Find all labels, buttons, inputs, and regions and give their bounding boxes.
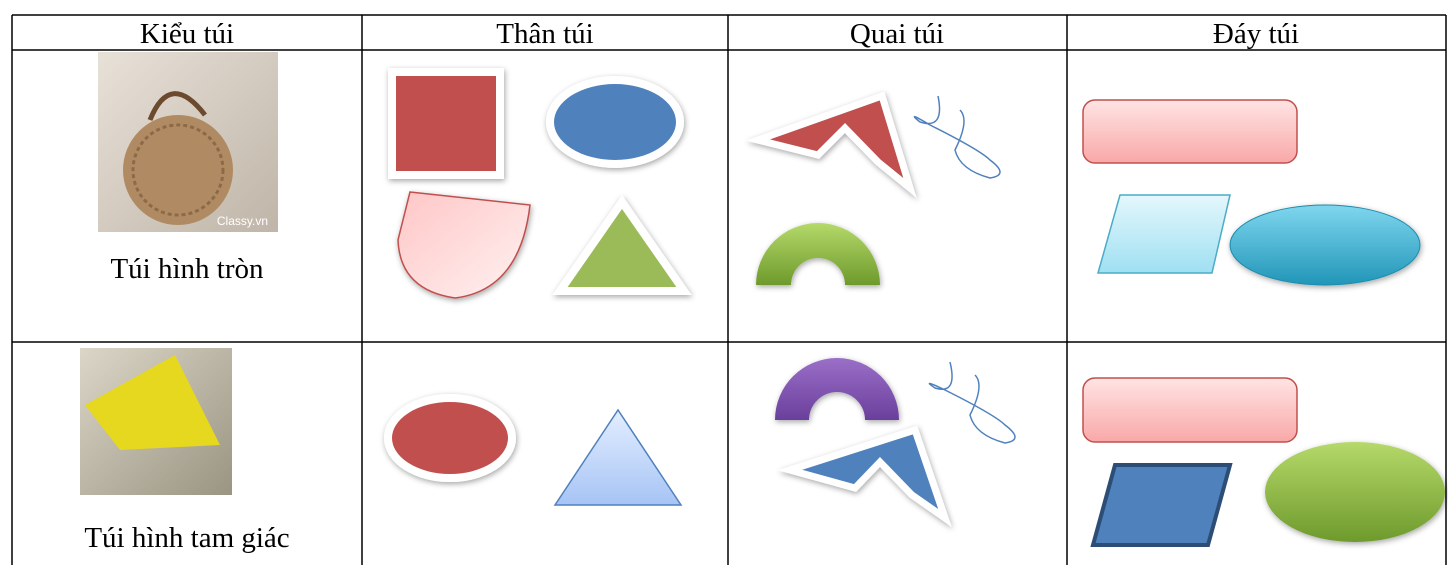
bottom-shapes [1082,99,1421,286]
row-label: Túi hình tam giác [84,522,289,554]
body-shapes [384,394,683,506]
body-shapes [388,68,692,299]
header-cell: Đáy túi [1213,18,1299,50]
header-cell: Thân túi [496,18,593,50]
table-grid [11,14,1447,565]
handle-shapes [775,358,1016,527]
bag-photo: Classy.vn [98,52,278,232]
row-label: Túi hình tròn [110,253,264,285]
header-cell: Kiểu túi [140,18,234,50]
watermark: Classy.vn [217,214,268,228]
bag-photo [80,348,232,495]
handle-shapes [745,91,1001,285]
header-cell: Quai túi [850,18,944,50]
bottom-shapes [1082,377,1445,547]
